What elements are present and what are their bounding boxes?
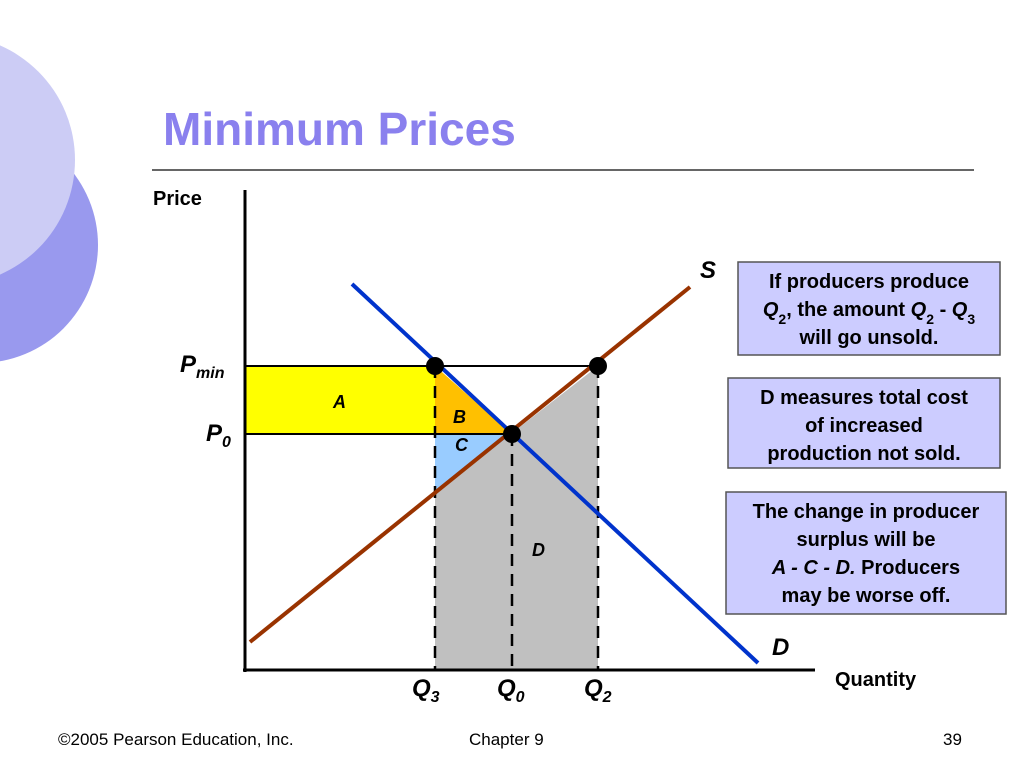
- note-line: Q2, the amount Q2 - Q3: [763, 299, 976, 327]
- note-run: will go unsold.: [799, 327, 939, 349]
- price-label: Pmin: [180, 351, 225, 382]
- area-label: D: [532, 540, 545, 560]
- x-axis-label: Quantity: [835, 669, 917, 691]
- demand-curve: [350, 282, 760, 665]
- area-label: C: [455, 435, 469, 455]
- page-number: 39: [943, 730, 962, 749]
- note-run: production not sold.: [767, 443, 960, 465]
- area-label: A: [332, 392, 346, 412]
- note-run: The change in producer: [753, 501, 980, 523]
- note-run: -: [934, 299, 952, 321]
- quantity-label: Q0: [497, 675, 525, 706]
- note-run: 2: [926, 311, 934, 327]
- supply-curve: [248, 285, 692, 644]
- y-axis-label: Price: [153, 188, 202, 210]
- note-run: Producers: [856, 557, 960, 579]
- supply-label: S: [700, 257, 716, 284]
- note-run: D measures total cost: [760, 387, 968, 409]
- note-line: The change in producer: [753, 501, 980, 523]
- label-sub: 2: [602, 689, 612, 706]
- note-line: If producers produce: [769, 271, 969, 293]
- decor-circle: [0, 45, 75, 275]
- note-run: 3: [967, 311, 975, 327]
- copyright: ©2005 Pearson Education, Inc.: [58, 730, 294, 749]
- note-run: Q: [952, 299, 968, 321]
- note-line: of increased: [805, 415, 923, 437]
- note-line: production not sold.: [767, 443, 960, 465]
- quantity-label: Q2: [584, 675, 612, 706]
- note-line: A - C - D. Producers: [771, 557, 960, 579]
- label-main: P: [180, 351, 197, 378]
- note-line: will go unsold.: [799, 327, 939, 349]
- note-run: 2: [778, 311, 786, 327]
- label-sub: 0: [516, 689, 525, 706]
- note-box: [725, 491, 1007, 615]
- area-a: [245, 366, 435, 434]
- title: Minimum Prices: [163, 103, 516, 155]
- note-run: of increased: [805, 415, 923, 437]
- note-line: D measures total cost: [760, 387, 968, 409]
- note-run: Q: [763, 299, 779, 321]
- note-box: [727, 377, 1001, 469]
- note-run: Q: [911, 299, 927, 321]
- point: [503, 425, 521, 443]
- demand-label: D: [772, 634, 789, 661]
- point: [589, 357, 607, 375]
- label-main: P: [206, 420, 223, 447]
- note-run: A - C - D.: [771, 557, 856, 579]
- label-sub: 0: [222, 434, 231, 451]
- label-sub: 3: [431, 689, 440, 706]
- note-run: may be worse off.: [782, 585, 951, 607]
- note-run: , the amount: [786, 299, 910, 321]
- label-main: Q: [497, 675, 516, 702]
- note-box: [737, 261, 1001, 356]
- note-line: may be worse off.: [782, 585, 951, 607]
- note-line: surplus will be: [797, 529, 936, 551]
- note-run: surplus will be: [797, 529, 936, 551]
- label-main: Q: [412, 675, 431, 702]
- point: [426, 357, 444, 375]
- quantity-label: Q3: [412, 675, 440, 706]
- price-label: P0: [206, 420, 231, 451]
- label-main: Q: [584, 675, 603, 702]
- note-run: If producers produce: [769, 271, 969, 293]
- chapter: Chapter 9: [469, 730, 544, 749]
- area-d: [435, 366, 598, 670]
- area-label: B: [453, 407, 466, 427]
- label-sub: min: [196, 365, 225, 382]
